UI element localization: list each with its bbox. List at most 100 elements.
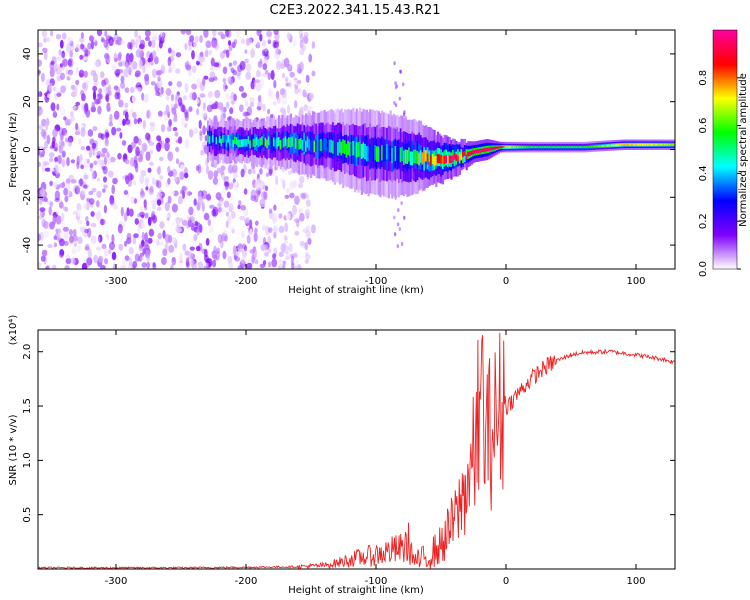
heatmap-cell (135, 38, 139, 49)
heatmap-cell (139, 59, 143, 69)
heatmap-cell (83, 70, 88, 78)
heatmap-cell (116, 127, 122, 132)
heatmap-cell (428, 151, 431, 162)
heatmap-cell (342, 139, 345, 154)
heatmap-cell (171, 256, 177, 266)
heatmap-cell (600, 145, 603, 147)
heatmap-cell (55, 33, 62, 40)
heatmap-cell (271, 258, 278, 268)
heatmap-cell (205, 41, 211, 49)
heatmap-cell (228, 206, 233, 213)
heatmap-cell (604, 144, 607, 147)
heatmap-cell (51, 264, 57, 269)
heatmap-cell (144, 36, 150, 41)
heatmap-cell (126, 237, 132, 245)
heatmap-cell (654, 143, 658, 146)
heatmap-cell (242, 250, 247, 258)
heatmap-cell (389, 145, 392, 162)
heatmap-cell (147, 167, 152, 173)
x-tick-label: -300 (105, 576, 128, 587)
heatmap-cell (281, 138, 284, 149)
heatmap-cell (201, 190, 208, 200)
heatmap-cell (225, 220, 229, 228)
heatmap-cell (397, 208, 400, 213)
heatmap-cell (259, 263, 266, 268)
heatmap-cell (242, 139, 245, 147)
heatmap-cell (659, 143, 663, 146)
heatmap-cell (534, 146, 538, 149)
heatmap-cell (275, 47, 280, 55)
heatmap-cell (470, 150, 473, 155)
heatmap-cell (76, 202, 82, 212)
heatmap-cell (165, 104, 170, 114)
heatmap-cell (323, 138, 326, 151)
heatmap-cell (545, 146, 548, 149)
heatmap-cell (649, 143, 652, 146)
heatmap-cell (506, 146, 509, 149)
heatmap-cell (112, 65, 117, 72)
heatmap-cell (188, 128, 194, 138)
heatmap-cell (171, 236, 177, 244)
heatmap-cell (265, 172, 270, 177)
heatmap-cell (90, 211, 95, 217)
heatmap-cell (205, 194, 212, 201)
heatmap-cell (583, 146, 587, 149)
heatmap-cell (240, 168, 245, 178)
heatmap-cell (75, 79, 80, 86)
heatmap-cell (150, 125, 155, 132)
heatmap-cell (257, 139, 260, 148)
heatmap-cell (392, 149, 396, 165)
heatmap-cell (254, 220, 259, 226)
heatmap-cell (103, 176, 107, 183)
heatmap-cell (294, 138, 298, 149)
heatmap-cell (135, 146, 140, 157)
heatmap-cell (372, 146, 375, 162)
heatmap-cell (227, 135, 230, 143)
heatmap-cell (135, 49, 141, 58)
heatmap-cell (61, 127, 68, 136)
heatmap-cell (181, 186, 188, 191)
heatmap-cell (472, 150, 475, 155)
heatmap-cell (115, 72, 120, 78)
heatmap-cell (423, 150, 426, 163)
heatmap-cell (274, 139, 277, 149)
heatmap-cell (335, 141, 338, 156)
heatmap-cell (212, 40, 218, 48)
heatmap-cell (610, 144, 614, 147)
heatmap-cell (224, 85, 228, 90)
heatmap-cell (257, 94, 262, 103)
heatmap-cell (157, 76, 161, 82)
heatmap-cell (67, 58, 72, 67)
heatmap-cell (209, 66, 216, 71)
heatmap-cell (167, 125, 172, 132)
heatmap-cell (421, 152, 424, 165)
heatmap-cell (670, 143, 673, 146)
heatmap-cell (296, 139, 299, 150)
heatmap-cell (268, 261, 272, 268)
heatmap-cell (125, 175, 130, 185)
heatmap-cell (212, 30, 217, 37)
heatmap-cell (164, 141, 170, 152)
heatmap-cell (355, 142, 358, 158)
heatmap-cell (88, 35, 94, 42)
heatmap-cell (139, 193, 144, 200)
heatmap-cell (441, 155, 445, 164)
heatmap-cell (174, 131, 179, 137)
heatmap-cell (156, 167, 161, 175)
heatmap-cell (252, 169, 256, 175)
heatmap-cell (190, 147, 195, 158)
heatmap-cells (38, 30, 675, 269)
heatmap-cell (76, 184, 81, 195)
heatmap-cell (526, 146, 529, 149)
heatmap-cell (594, 145, 597, 148)
heatmap-cell (185, 64, 192, 71)
heatmap-cell (51, 141, 56, 149)
heatmap-cell (288, 137, 291, 148)
snr-y-label: SNR (10 * v/v) (8, 414, 19, 485)
heatmap-cell (101, 243, 107, 250)
heatmap-cell (87, 249, 93, 259)
heatmap-cell (232, 164, 238, 174)
heatmap-cell (203, 112, 208, 121)
heatmap-cell (536, 146, 539, 149)
heatmap-cell (53, 110, 57, 117)
